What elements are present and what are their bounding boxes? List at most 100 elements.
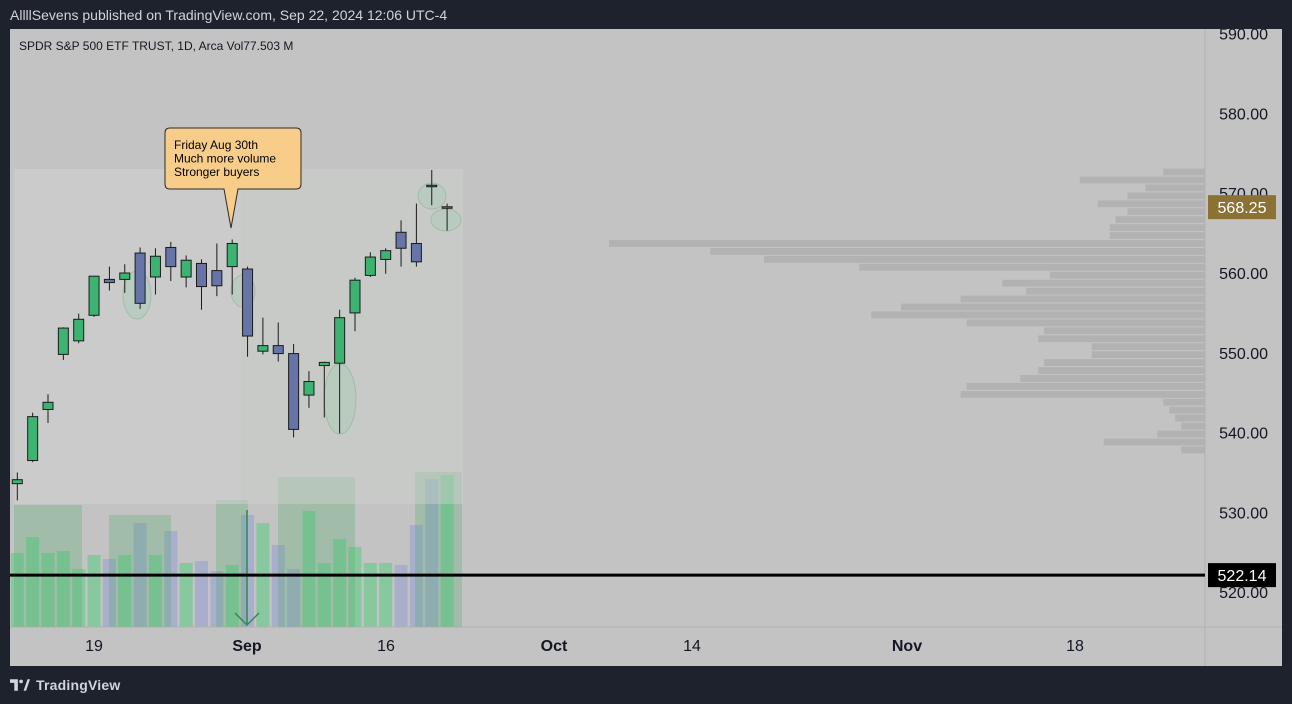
volume-profile-row bbox=[960, 295, 1205, 303]
last-price-label: 568.25 bbox=[1218, 200, 1267, 217]
volume-bar bbox=[348, 547, 362, 627]
volume-profile-row bbox=[1044, 359, 1205, 366]
volume-bar bbox=[302, 511, 316, 627]
callout-bubble bbox=[164, 127, 302, 229]
tradingview-logo-icon bbox=[10, 679, 30, 691]
candle-body bbox=[318, 361, 330, 367]
time-tick-label: 14 bbox=[683, 638, 701, 655]
publish-header: AllllSevens published on TradingView.com… bbox=[10, 7, 448, 23]
volume-profile-row bbox=[1044, 327, 1205, 335]
price-tick-label: 590.00 bbox=[1219, 29, 1268, 44]
volume-bar bbox=[333, 539, 347, 627]
volume-profile-row bbox=[763, 255, 1205, 263]
volume-bar bbox=[287, 569, 301, 627]
volume-profile-row bbox=[1097, 200, 1205, 208]
candle-body bbox=[257, 345, 269, 352]
volume-profile-row bbox=[1157, 430, 1205, 438]
candle-body bbox=[103, 278, 115, 284]
candle-body bbox=[88, 275, 100, 316]
volume-bar bbox=[210, 571, 224, 627]
support-price-badge bbox=[1208, 563, 1276, 588]
volume-profile-row bbox=[1103, 438, 1205, 446]
price-chart[interactable]: 590.00580.00570.00560.00550.00540.00530.… bbox=[10, 29, 1282, 666]
volume-bar bbox=[225, 565, 239, 627]
volume-profile bbox=[609, 168, 1205, 454]
volume-profile-row bbox=[859, 263, 1205, 271]
range-highlight-box bbox=[14, 169, 241, 504]
candle-body bbox=[196, 262, 207, 288]
volume-profile-row bbox=[1115, 216, 1205, 224]
candle-body bbox=[226, 242, 238, 268]
candle-body bbox=[134, 252, 146, 304]
volume-profile-row bbox=[1169, 406, 1205, 414]
volume-profile-row bbox=[1020, 375, 1205, 382]
volume-profile-row bbox=[960, 390, 1205, 398]
volume-profile-row bbox=[966, 319, 1205, 327]
volume-bar bbox=[87, 555, 101, 627]
price-tick-label: 540.00 bbox=[1219, 426, 1268, 443]
volume-profile-row bbox=[710, 248, 1205, 255]
candle-body bbox=[426, 184, 438, 188]
axes: 590.00580.00570.00560.00550.00540.00530.… bbox=[85, 29, 1276, 655]
volume-profile-row bbox=[966, 382, 1205, 390]
volume-profile-row bbox=[1091, 351, 1205, 359]
volume-highlight-box bbox=[415, 472, 462, 627]
candle-body bbox=[364, 256, 376, 276]
volume-profile-row bbox=[901, 303, 1205, 311]
candle-body bbox=[73, 318, 85, 342]
candle-body bbox=[380, 250, 392, 260]
volume-bar bbox=[164, 531, 178, 627]
candles bbox=[11, 170, 453, 501]
volume-profile-row bbox=[1038, 367, 1205, 374]
volume-bar bbox=[72, 569, 86, 627]
candle-body bbox=[349, 279, 361, 314]
candle-body bbox=[211, 270, 223, 287]
candle-body bbox=[180, 259, 192, 278]
volume-bar bbox=[363, 563, 377, 627]
candle-body bbox=[441, 206, 453, 209]
volume-profile-row bbox=[1163, 168, 1205, 176]
volume-profile-row bbox=[1050, 271, 1205, 279]
volume-profile-row bbox=[1175, 414, 1205, 422]
callout-text-line: Friday Aug 30th bbox=[174, 138, 258, 152]
volume-bar bbox=[26, 537, 40, 627]
time-tick-label: 18 bbox=[1066, 638, 1084, 655]
volume-bar bbox=[56, 551, 70, 627]
footer: TradingView bbox=[10, 677, 120, 693]
volume-bar bbox=[394, 565, 408, 627]
volume-profile-row bbox=[1127, 192, 1205, 200]
candle-body bbox=[42, 401, 54, 410]
volume-profile-row bbox=[1181, 422, 1205, 430]
time-tick-label: Sep bbox=[232, 638, 262, 655]
volume-profile-row bbox=[1026, 287, 1205, 295]
candle-body bbox=[272, 345, 284, 355]
volume-profile-row bbox=[1002, 279, 1205, 287]
time-tick-label: Oct bbox=[541, 638, 568, 655]
price-tick-label: 580.00 bbox=[1219, 106, 1268, 123]
candle-body bbox=[288, 353, 300, 430]
range-highlight-box bbox=[241, 169, 463, 504]
candle-body bbox=[395, 231, 407, 249]
volume-profile-row bbox=[1145, 184, 1205, 192]
volume-highlight-box bbox=[14, 505, 82, 627]
volume-profile-row bbox=[1181, 446, 1205, 454]
candle-body bbox=[242, 268, 254, 337]
last-price-badge bbox=[1208, 195, 1276, 220]
volume-profile-row bbox=[1163, 398, 1205, 406]
volume-bar bbox=[10, 553, 24, 627]
candle-body bbox=[57, 327, 69, 355]
highlight-ellipse bbox=[430, 208, 462, 232]
volume-highlight-box bbox=[278, 477, 355, 627]
price-tick-label: 560.00 bbox=[1219, 266, 1268, 283]
volume-profile-row bbox=[1079, 176, 1205, 184]
price-tick-label: 520.00 bbox=[1219, 585, 1268, 602]
callout-text-line: Stronger buyers bbox=[174, 165, 259, 179]
volume-profile-row bbox=[609, 240, 1205, 247]
volume-bar bbox=[317, 563, 331, 627]
time-tick-label: 16 bbox=[377, 638, 395, 655]
candle-body bbox=[303, 381, 315, 396]
volume-bar bbox=[195, 561, 208, 627]
callout-text-line: Much more volume bbox=[174, 152, 276, 166]
volume-bar bbox=[271, 545, 285, 627]
volume-bar bbox=[179, 563, 193, 627]
